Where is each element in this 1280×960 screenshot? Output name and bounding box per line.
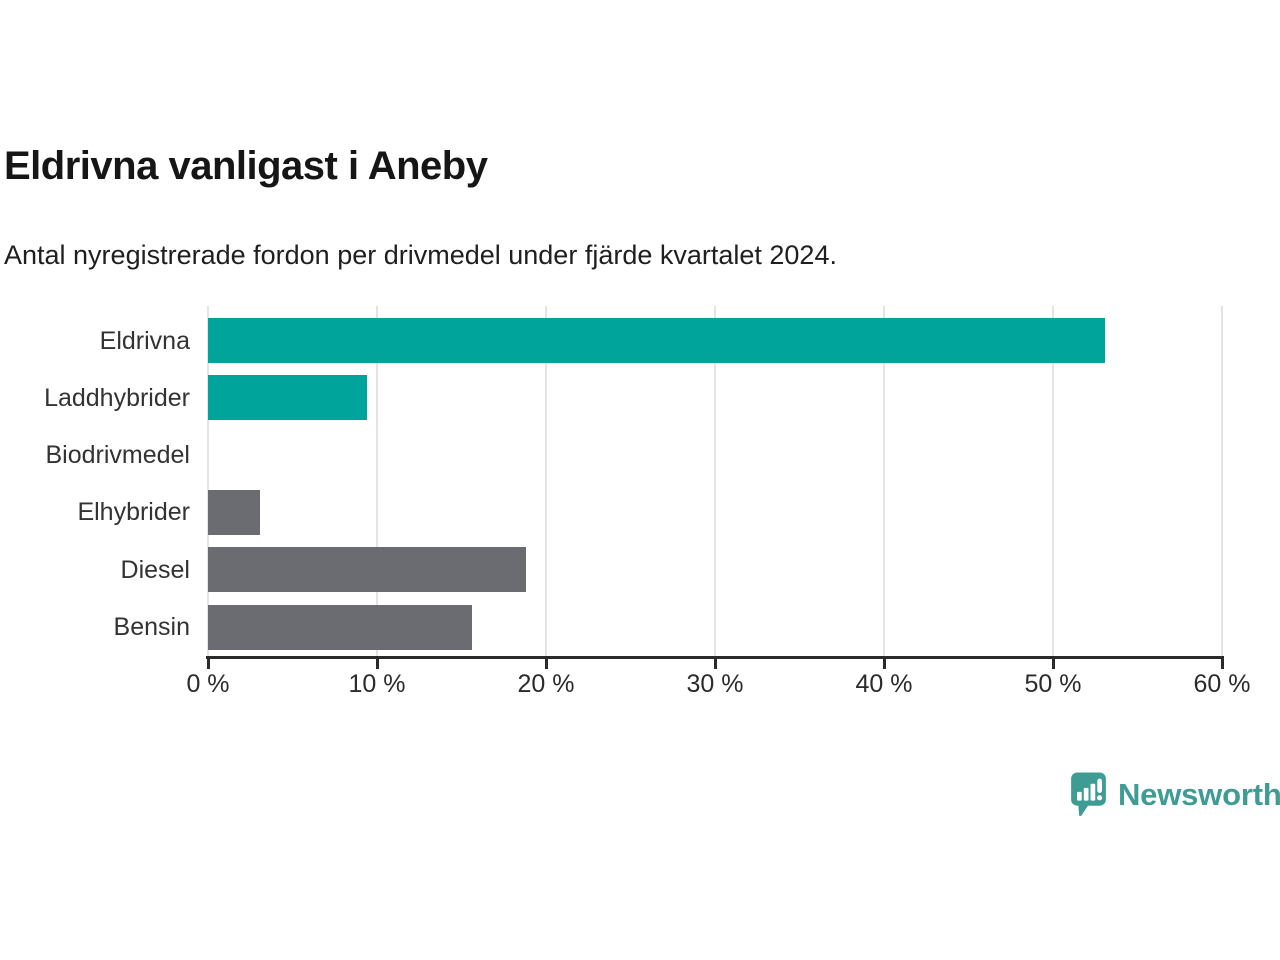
gridline-50-percent <box>1052 306 1054 657</box>
chart-title: Eldrivna vanligast i Aneby <box>4 144 488 188</box>
category-label-eldrivna: Eldrivna <box>99 326 190 355</box>
gridline-10-percent <box>376 306 378 657</box>
x-tick-label-30: 30 % <box>686 670 744 698</box>
category-label-elhybrider: Elhybrider <box>77 498 190 527</box>
category-label-bensin: Bensin <box>113 613 190 641</box>
x-tick-label-10: 10 % <box>348 670 406 698</box>
x-tickmark-40 <box>882 656 886 669</box>
x-tickmark-50 <box>1051 656 1055 669</box>
chart-subtitle: Antal nyregistrerade fordon per drivmede… <box>4 240 837 270</box>
x-tick-label-0: 0 % <box>186 670 230 698</box>
gridline-60-percent <box>1221 306 1223 657</box>
category-label-diesel: Diesel <box>120 555 190 584</box>
gridline-0-percent <box>207 306 209 657</box>
x-tickmark-10 <box>375 656 379 669</box>
gridline-20-percent <box>545 306 547 657</box>
newsworthy-logo-icon <box>1071 772 1106 817</box>
x-tick-label-20: 20 % <box>517 670 575 698</box>
x-tick-label-60: 60 % <box>1193 670 1251 698</box>
category-label-laddhybrider: Laddhybrider <box>44 383 190 412</box>
x-tickmark-30 <box>713 656 717 669</box>
bar-laddhybrider <box>208 375 367 421</box>
bar-bensin <box>208 604 472 650</box>
x-tick-label-50: 50 % <box>1024 670 1082 698</box>
newsworthy-logo: Newsworthy <box>1070 772 1280 818</box>
bar-diesel <box>208 547 526 593</box>
category-label-biodrivmedel: Biodrivmedel <box>45 441 190 470</box>
plot-area <box>207 306 1223 657</box>
bar-elhybrider <box>208 489 261 535</box>
newsworthy-logo-text: Newsworthy <box>1118 777 1280 812</box>
x-tickmark-20 <box>544 656 548 669</box>
bar-eldrivna <box>208 318 1106 363</box>
gridline-40-percent <box>883 306 885 657</box>
x-tick-label-40: 40 % <box>855 670 913 698</box>
x-tickmark-0 <box>206 656 210 669</box>
gridline-30-percent <box>714 306 716 657</box>
x-tickmark-60 <box>1220 656 1224 669</box>
